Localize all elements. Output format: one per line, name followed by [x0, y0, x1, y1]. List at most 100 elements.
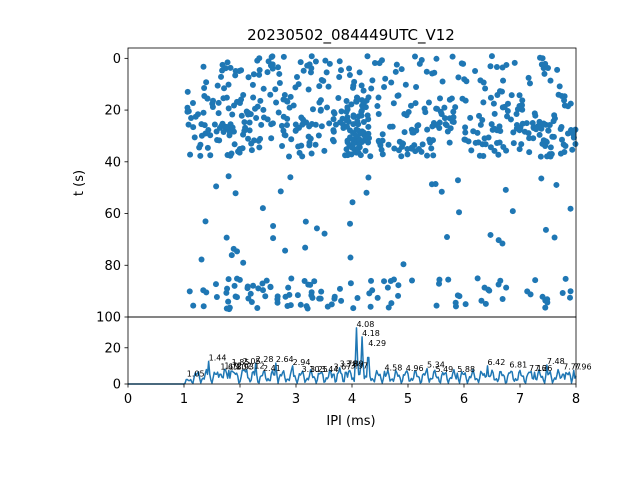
scatter-point — [463, 78, 470, 85]
peak-label: 2.12 — [247, 362, 265, 371]
scatter-point — [408, 145, 415, 152]
peak-label: 2.28 — [256, 355, 274, 364]
scatter-point — [184, 108, 191, 115]
scatter-point — [493, 140, 500, 147]
scatter-point — [367, 303, 374, 310]
scatter-point — [257, 97, 264, 104]
scatter-point — [358, 82, 365, 89]
scatter-point — [547, 144, 554, 151]
scatter-point — [292, 84, 299, 91]
scatter-point — [415, 122, 422, 129]
scatter-point — [265, 58, 272, 65]
scatter-point — [224, 152, 231, 159]
scatter-point — [232, 72, 239, 79]
scatter-point — [536, 131, 543, 138]
scatter-point — [557, 150, 564, 157]
scatter-point — [336, 73, 343, 80]
scatter-point — [542, 226, 549, 233]
scatter-point — [287, 174, 294, 181]
scatter-point — [270, 235, 277, 242]
scatter-point — [360, 119, 367, 126]
scatter-point — [349, 144, 356, 151]
scatter-point — [196, 144, 203, 151]
scatter-point — [400, 140, 407, 147]
scatter-point — [465, 138, 472, 145]
scatter-point — [379, 131, 386, 138]
scatter-point — [401, 129, 408, 136]
scatter-point — [479, 116, 486, 123]
scatter-point — [268, 135, 275, 142]
peak-label: 5.34 — [427, 361, 445, 370]
scatter-point — [424, 152, 431, 159]
scatter-point — [393, 61, 400, 68]
scatter-point — [344, 137, 351, 144]
scatter-point — [245, 295, 252, 302]
scatter-point — [513, 111, 520, 118]
scatter-point — [231, 102, 237, 109]
scatter-point — [371, 59, 378, 66]
scatter-point — [491, 147, 498, 154]
scatter-point — [233, 294, 240, 301]
peak-label: 4.08 — [356, 320, 374, 329]
scatter-point — [267, 91, 274, 98]
peak-label: 4.96 — [406, 364, 424, 373]
scatter-point — [375, 110, 382, 117]
scatter-point — [398, 153, 405, 160]
scatter-point — [285, 284, 292, 291]
scatter-point — [259, 205, 266, 212]
scatter-point — [545, 127, 552, 134]
scatter-point — [394, 92, 401, 99]
scatter-point — [225, 173, 232, 180]
scatter-point — [462, 301, 469, 308]
scatter-point — [279, 143, 286, 150]
scatter-point — [452, 104, 459, 111]
scatter-point — [350, 112, 357, 119]
scatter-point — [185, 121, 192, 128]
scatter-point — [258, 121, 265, 128]
scatter-point — [284, 122, 291, 129]
scatter-point — [518, 102, 525, 109]
scatter-point — [324, 303, 331, 310]
scatter-point — [546, 121, 553, 128]
scatter-point — [433, 55, 440, 62]
scatter-point — [450, 108, 457, 115]
scatter-point — [225, 298, 232, 305]
scatter-point — [472, 139, 479, 146]
histogram-layer — [128, 327, 577, 385]
scatter-point — [359, 128, 366, 135]
axes: 0 20 40 60 80 100 0 20 0 1 2 3 4 5 6 7 8 — [96, 47, 580, 407]
scatter-point — [518, 141, 525, 148]
scatter-point — [321, 147, 328, 154]
scatter-point — [344, 104, 351, 111]
scatter-point — [276, 70, 283, 77]
scatter-point — [301, 278, 308, 284]
scatter-point — [282, 132, 289, 139]
y-tick-label-top: 60 — [104, 207, 121, 222]
scatter-point — [269, 120, 276, 127]
scatter-point — [238, 96, 245, 103]
scatter-point — [259, 287, 266, 294]
scatter-point — [309, 106, 316, 113]
scatter-point — [569, 146, 576, 153]
scatter-point — [204, 95, 211, 102]
peak-label: 1.44 — [209, 353, 227, 362]
peak-label: 7.48 — [547, 357, 565, 366]
scatter-point — [356, 136, 363, 143]
scatter-point — [330, 127, 337, 134]
scatter-point — [488, 121, 495, 128]
y-tick-label-bottom: 0 — [113, 378, 121, 393]
x-tick-label-bottom: 7 — [516, 392, 524, 407]
scatter-point — [189, 100, 196, 107]
x-tick-label-bottom: 5 — [404, 392, 412, 407]
peak-label: 3.97 — [350, 362, 368, 371]
scatter-point — [186, 288, 193, 295]
scatter-point — [441, 115, 448, 122]
scatter-point — [336, 58, 343, 65]
scatter-point — [353, 132, 360, 139]
scatter-point — [385, 141, 392, 148]
scatter-point — [510, 129, 517, 136]
scatter-point — [479, 141, 486, 148]
scatter-point — [255, 285, 262, 292]
y-tick-label-top: 100 — [96, 311, 121, 326]
scatter-point — [462, 124, 469, 131]
